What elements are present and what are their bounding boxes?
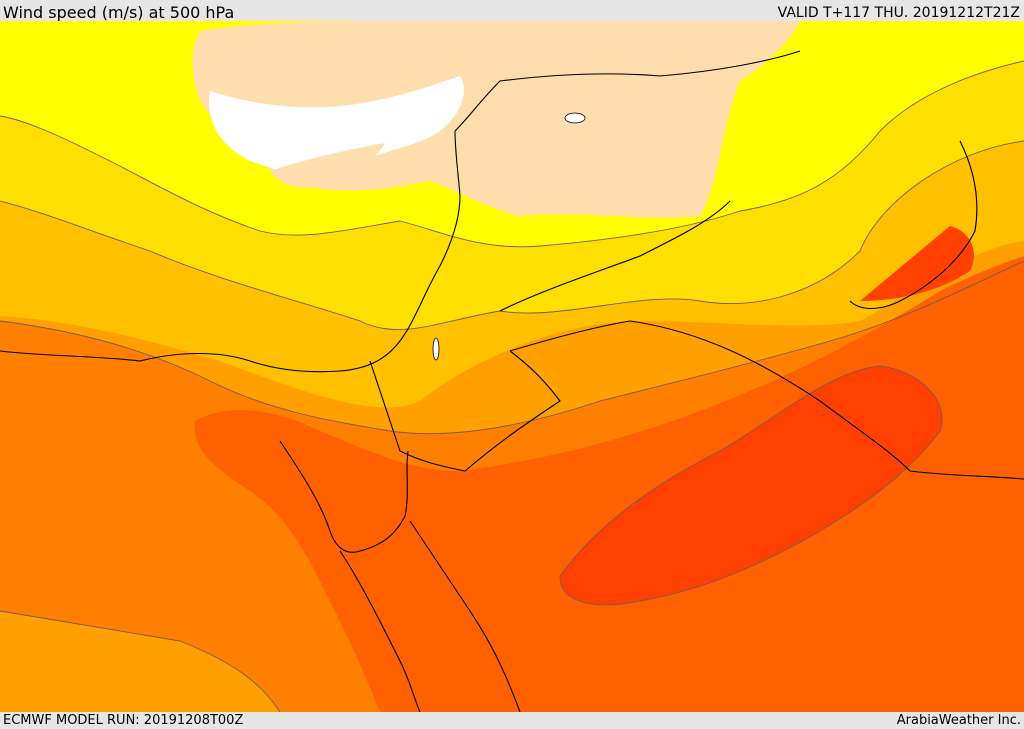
iraq-jordan-border (499, 200, 731, 312)
valid-time-label: VALID T+117 THU. 20191212T21Z (777, 5, 1020, 21)
contour-line (559, 365, 943, 606)
contour-line (0, 260, 1024, 435)
gulf-coastline (849, 140, 978, 310)
band-highest-east (860, 226, 974, 301)
band-higher (194, 256, 1024, 712)
footer-bar: ECMWF MODEL RUN: 20191208T00Z ArabiaWeat… (0, 712, 1024, 729)
band-highest (560, 366, 942, 605)
header-bar: Wind speed (m/s) at 500 hPa VALID T+117 … (0, 0, 1024, 22)
arabia-red-sea-coast (409, 520, 521, 712)
contour-line (0, 610, 281, 712)
model-run-label: ECMWF MODEL RUN: 20191208T00Z (3, 713, 244, 728)
turkey-coastline (454, 50, 801, 132)
mediterranean-coastline (0, 130, 461, 373)
dead-sea (432, 337, 440, 361)
egypt-border (369, 350, 561, 472)
band-lowest (209, 76, 464, 176)
contour-line (0, 60, 1024, 248)
map-title: Wind speed (m/s) at 500 hPa (3, 3, 235, 22)
credit-label: ArabiaWeather Inc. (896, 713, 1021, 728)
lake-van (564, 112, 586, 124)
red-sea-coastline (339, 550, 421, 712)
contour-line (0, 140, 1024, 331)
band-mid-high-sw (0, 611, 280, 712)
map-canvas (0, 21, 1024, 712)
weather-map[interactable] (0, 21, 1024, 712)
sinai-coastline (279, 440, 409, 553)
band-very-low-cyprus (270, 143, 385, 188)
saudi-border (509, 320, 1024, 480)
